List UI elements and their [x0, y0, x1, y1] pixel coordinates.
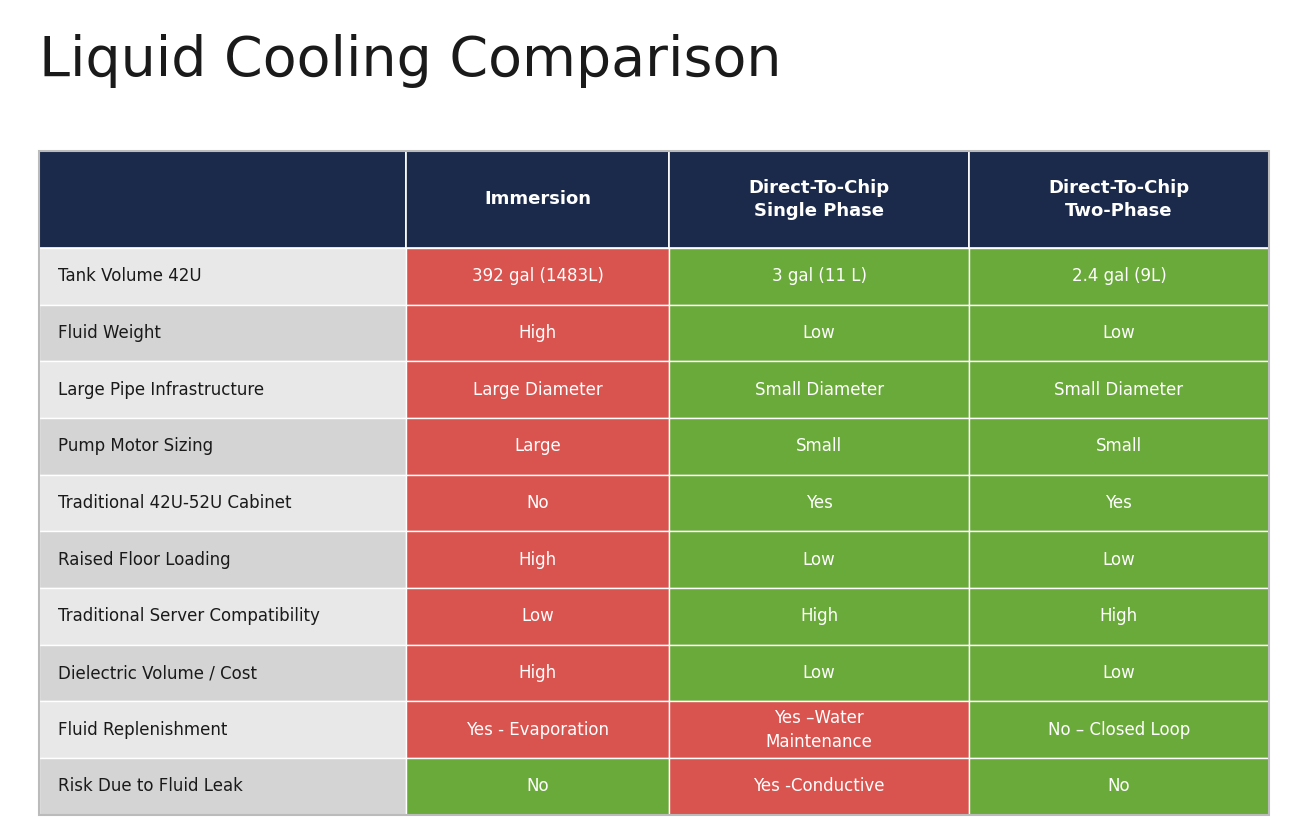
Text: Yes -Conductive: Yes -Conductive	[753, 778, 886, 795]
Text: Yes - Evaporation: Yes - Evaporation	[466, 721, 610, 738]
Bar	[969, 701, 1269, 758]
Text: Pump Motor Sizing: Pump Motor Sizing	[58, 438, 213, 455]
Text: Small Diameter: Small Diameter	[755, 381, 884, 398]
Bar	[670, 645, 969, 701]
Text: High: High	[519, 664, 557, 682]
Text: High: High	[800, 607, 838, 625]
Text: Low: Low	[803, 324, 836, 342]
Text: Fluid Replenishment: Fluid Replenishment	[58, 721, 226, 738]
Text: 392 gal (1483L): 392 gal (1483L)	[472, 267, 604, 285]
Bar	[407, 701, 670, 758]
Bar	[969, 758, 1269, 815]
Bar	[39, 248, 407, 304]
Bar	[670, 532, 969, 588]
Bar	[39, 588, 407, 645]
Bar	[969, 417, 1269, 475]
Text: Yes: Yes	[806, 494, 833, 512]
Text: Liquid Cooling Comparison: Liquid Cooling Comparison	[39, 34, 782, 87]
Text: Low: Low	[1103, 324, 1135, 342]
Text: Low: Low	[803, 551, 836, 569]
Text: No: No	[526, 494, 549, 512]
Bar	[407, 361, 670, 417]
Text: Small: Small	[797, 438, 842, 455]
Bar	[39, 151, 1269, 815]
Text: Direct-To-Chip
Two-Phase: Direct-To-Chip Two-Phase	[1048, 179, 1189, 220]
Text: Dielectric Volume / Cost: Dielectric Volume / Cost	[58, 664, 256, 682]
Bar	[39, 361, 407, 417]
Text: No: No	[526, 778, 549, 795]
Text: Tank Volume 42U: Tank Volume 42U	[58, 267, 201, 285]
Bar	[39, 475, 407, 532]
Text: Large: Large	[514, 438, 561, 455]
Bar	[407, 475, 670, 532]
Text: Low: Low	[522, 607, 555, 625]
Bar	[969, 248, 1269, 304]
Bar	[39, 758, 407, 815]
Bar	[670, 417, 969, 475]
Text: Traditional 42U-52U Cabinet: Traditional 42U-52U Cabinet	[58, 494, 292, 512]
Bar	[670, 758, 969, 815]
Bar	[39, 304, 407, 361]
Bar	[39, 417, 407, 475]
Text: Low: Low	[803, 664, 836, 682]
Text: Raised Floor Loading: Raised Floor Loading	[58, 551, 230, 569]
Text: Direct-To-Chip
Single Phase: Direct-To-Chip Single Phase	[748, 179, 889, 220]
Text: Large Diameter: Large Diameter	[473, 381, 603, 398]
Text: Low: Low	[1103, 664, 1135, 682]
Bar	[969, 588, 1269, 645]
Bar	[39, 701, 407, 758]
Text: Risk Due to Fluid Leak: Risk Due to Fluid Leak	[58, 778, 242, 795]
Bar	[969, 475, 1269, 532]
Bar	[407, 151, 670, 248]
Text: Yes: Yes	[1105, 494, 1133, 512]
Bar	[670, 151, 969, 248]
Text: High: High	[519, 551, 557, 569]
Text: Small Diameter: Small Diameter	[1054, 381, 1184, 398]
Bar	[670, 304, 969, 361]
Bar	[670, 248, 969, 304]
Text: Small: Small	[1096, 438, 1142, 455]
Bar	[407, 532, 670, 588]
Bar	[39, 645, 407, 701]
Text: Low: Low	[1103, 551, 1135, 569]
Bar	[407, 304, 670, 361]
Bar	[407, 758, 670, 815]
Bar	[407, 588, 670, 645]
Text: Yes –Water
Maintenance: Yes –Water Maintenance	[765, 709, 872, 751]
Bar	[39, 532, 407, 588]
Bar	[407, 248, 670, 304]
Text: No – Closed Loop: No – Closed Loop	[1048, 721, 1190, 738]
Text: No: No	[1108, 778, 1130, 795]
Bar	[969, 304, 1269, 361]
Text: High: High	[519, 324, 557, 342]
Text: Traditional Server Compatibility: Traditional Server Compatibility	[58, 607, 319, 625]
Bar	[670, 701, 969, 758]
Bar	[670, 361, 969, 417]
Bar	[407, 417, 670, 475]
Bar	[670, 475, 969, 532]
Text: High: High	[1100, 607, 1138, 625]
Text: 3 gal (11 L): 3 gal (11 L)	[772, 267, 867, 285]
Bar	[969, 532, 1269, 588]
Bar	[969, 151, 1269, 248]
Bar	[969, 645, 1269, 701]
Text: Large Pipe Infrastructure: Large Pipe Infrastructure	[58, 381, 264, 398]
Text: Fluid Weight: Fluid Weight	[58, 324, 161, 342]
Bar	[969, 361, 1269, 417]
Text: Immersion: Immersion	[484, 191, 591, 208]
Bar	[670, 588, 969, 645]
Bar	[407, 645, 670, 701]
Text: 2.4 gal (9L): 2.4 gal (9L)	[1071, 267, 1167, 285]
Bar	[39, 151, 407, 248]
